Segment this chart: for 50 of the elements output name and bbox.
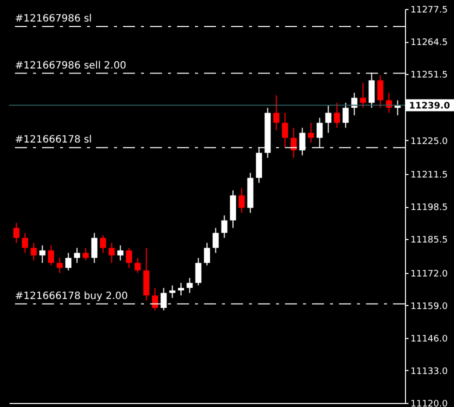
candlestick	[152, 287, 158, 311]
y-tick-label: 11277.5	[410, 6, 448, 16]
candlestick	[22, 232, 28, 254]
candlestick	[290, 127, 297, 158]
candlestick	[195, 257, 202, 286]
candlestick	[325, 104, 332, 134]
y-tick-label: 11146.0	[410, 334, 448, 344]
candlestick	[204, 242, 210, 266]
y-tick-label: 11133.0	[410, 366, 448, 377]
candlestick	[221, 214, 228, 238]
candlestick	[48, 244, 54, 266]
ref-line-label: #121667986 sell 2.00	[15, 60, 126, 72]
candlestick	[282, 112, 288, 148]
candlestick	[186, 277, 193, 294]
candlestick	[65, 252, 72, 271]
candlestick	[360, 82, 366, 108]
candlestick	[273, 94, 280, 131]
y-tick-label: 11251.5	[410, 70, 448, 81]
candlestick	[74, 247, 80, 264]
candlestick	[39, 244, 46, 264]
candlestick	[308, 122, 314, 144]
y-tick-label: 11159.0	[410, 302, 448, 312]
candlestick	[342, 102, 349, 128]
candlestick	[126, 247, 132, 268]
candlestick	[169, 284, 176, 298]
ref-line-label: #121666178 sl	[15, 134, 92, 146]
y-tick-label: 11120.0	[410, 400, 448, 407]
candlestick	[108, 242, 115, 264]
candlestick	[56, 257, 63, 274]
ref-line-label: 11239.0	[409, 101, 450, 112]
candlestick	[238, 187, 245, 214]
candlestick	[117, 244, 124, 261]
candlestick	[212, 227, 219, 254]
candlestick	[377, 74, 384, 108]
ref-line-label: #121667986 sl	[15, 14, 92, 25]
y-tick-label: 11264.5	[410, 38, 448, 48]
ref-line-label: #121666178 buy 2.00	[15, 290, 128, 302]
candlestick	[334, 102, 340, 128]
y-tick-label: 11198.5	[410, 203, 448, 214]
candlestick	[13, 222, 20, 244]
y-tick-label: 11225.0	[410, 136, 448, 147]
y-tick-label: 11211.5	[410, 170, 448, 181]
candlestick	[178, 282, 184, 296]
y-tick-label: 11172.0	[410, 269, 448, 280]
y-tick-label: 11185.5	[410, 236, 448, 246]
candlestick	[30, 242, 37, 261]
candlestick	[91, 232, 98, 264]
candlestick	[134, 257, 141, 274]
candlestick	[82, 247, 89, 261]
candlestick	[100, 234, 106, 254]
